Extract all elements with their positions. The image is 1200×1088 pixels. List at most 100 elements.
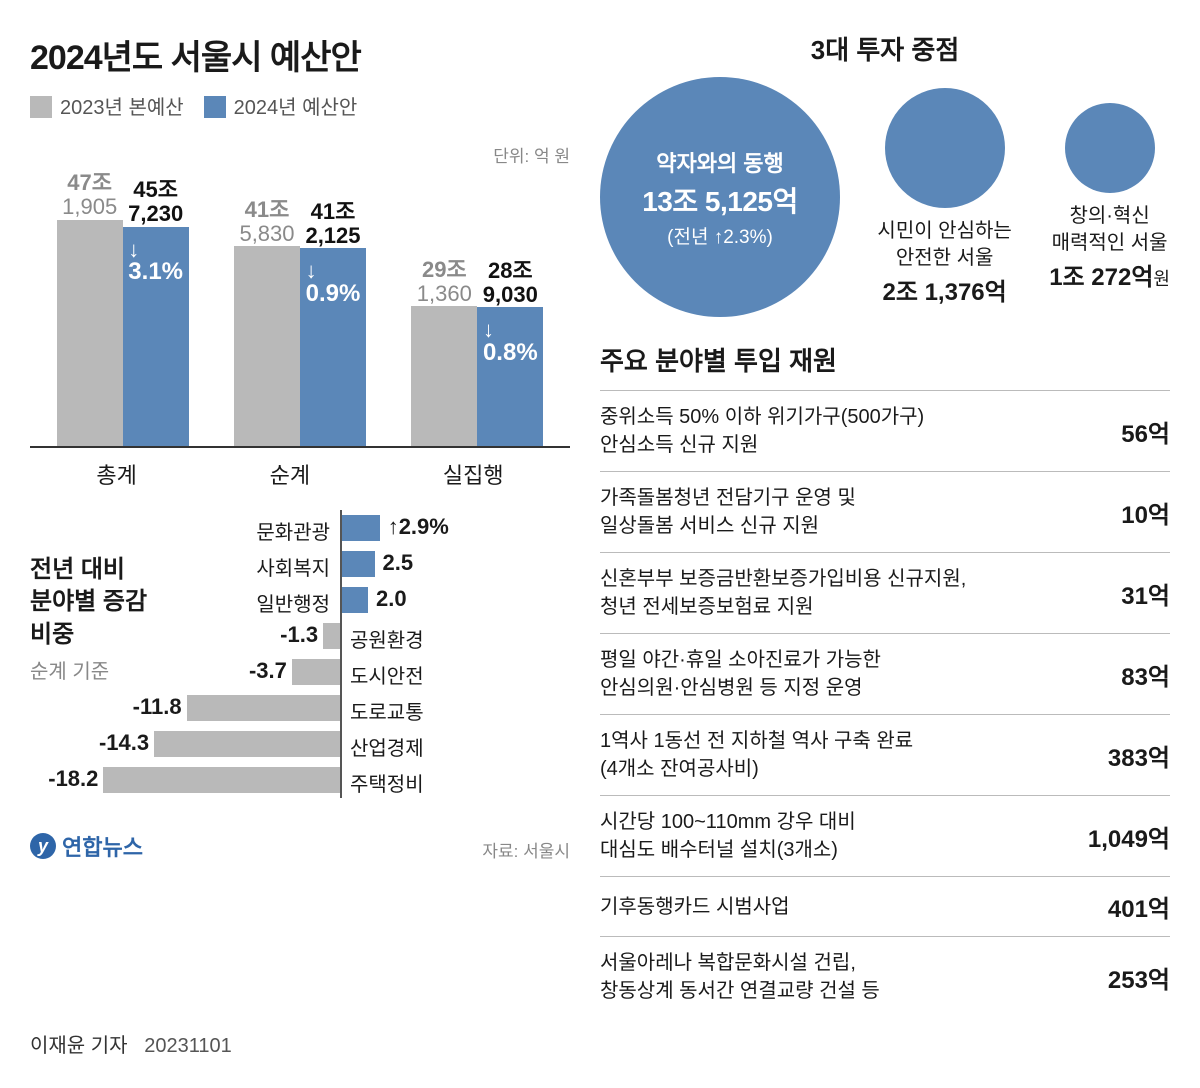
funding-value: 383억 xyxy=(1100,738,1170,773)
diverge-bar xyxy=(292,659,340,685)
funding-row: 신혼부부 보증금반환보증가입비용 신규지원,청년 전세보증보험료 지원 31억 xyxy=(600,552,1170,633)
legend-item-2023: 2023년 본예산 xyxy=(30,91,184,120)
legend-swatch-gray xyxy=(30,96,52,118)
funding-row: 기후동행카드 시범사업 401억 xyxy=(600,876,1170,936)
diverge-label: 도시안전 xyxy=(350,660,424,689)
diverge-row: 문화관광 ↑2.9% xyxy=(190,510,570,546)
byline-date: 20231101 xyxy=(144,1035,232,1057)
circle-amount: 2조 1,376억 xyxy=(882,272,1006,307)
bar-category-label: 순계 xyxy=(270,458,310,490)
diverge-value: -18.2 xyxy=(43,766,98,792)
diverge-label: 문화관광 xyxy=(240,516,330,545)
diverge-row: 공원환경-1.3 xyxy=(190,618,570,654)
circle-item: 시민이 안심하는안전한 서울2조 1,376억 xyxy=(877,88,1011,307)
circle-amount: 1조 272억원 xyxy=(1049,257,1170,292)
budget-bar-chart: 47조1,90545조7,230↓3.1%41조5,83041조2,125↓0.… xyxy=(30,128,570,448)
diverge-label: 공원환경 xyxy=(350,624,424,653)
funding-value: 83억 xyxy=(1113,657,1170,692)
funding-desc: 가족돌봄청년 전담기구 운영 및일상돌봄 서비스 신규 지원 xyxy=(600,484,856,540)
diverge-label: 일반행정 xyxy=(240,588,330,617)
section2-title-line2: 분야별 증감 비중 xyxy=(30,588,147,647)
byline: 이재윤 기자 20231101 xyxy=(30,1029,1170,1058)
funding-value: 56억 xyxy=(1113,414,1170,449)
legend-label-2024: 2024년 예산안 xyxy=(234,97,358,119)
funding-title: 주요 분야별 투입 재원 xyxy=(600,341,1170,378)
diverge-label: 사회복지 xyxy=(240,552,330,581)
funding-row: 서울아레나 복합문화시설 건립,창동상계 동서간 연결교량 건설 등 253억 xyxy=(600,936,1170,1017)
funding-desc: 중위소득 50% 이하 위기가구(500가구)안심소득 신규 지원 xyxy=(600,403,924,459)
yonhap-logo-text: 연합뉴스 xyxy=(62,830,143,862)
yonhap-logo-icon: y xyxy=(30,833,56,859)
bar-group: 29조1,36028조9,030↓0.8% xyxy=(397,306,557,446)
diverge-value: 2.5 xyxy=(383,550,414,576)
diverge-bar xyxy=(323,623,340,649)
circle-caption: 시민이 안심하는안전한 서울 xyxy=(877,218,1011,272)
bar-2023: 29조1,360 xyxy=(411,306,477,446)
funding-desc: 서울아레나 복합문화시설 건립,창동상계 동서간 연결교량 건설 등 xyxy=(600,949,880,1005)
diverge-value: -11.8 xyxy=(127,694,182,720)
funding-value: 253억 xyxy=(1100,960,1170,995)
bar-category-label: 실집행 xyxy=(443,458,504,490)
diverge-label: 주택정비 xyxy=(350,768,424,797)
diverge-bar xyxy=(103,767,340,793)
diverge-row: 일반행정 2.0 xyxy=(190,582,570,618)
diverge-row: 도시안전 -3.7 xyxy=(190,654,570,690)
diverging-bar-chart: 문화관광↑2.9%사회복지2.5일반행정2.0공원환경-1.3도시안전-3.7도… xyxy=(190,510,570,798)
funding-row: 평일 야간·휴일 소아진료가 가능한안심의원·안심병원 등 지정 운영 83억 xyxy=(600,633,1170,714)
section2-title: 전년 대비 분야별 증감 비중 xyxy=(30,554,170,651)
bar-group: 47조1,90545조7,230↓3.1% xyxy=(43,220,203,447)
funding-value: 31억 xyxy=(1113,576,1170,611)
diverge-bar xyxy=(154,731,340,757)
funding-row: 1역사 1동선 전 지하철 역사 구축 완료(4개소 잔여공사비) 383억 xyxy=(600,714,1170,795)
diverge-bar xyxy=(187,695,340,721)
diverge-label: 산업경제 xyxy=(350,732,424,761)
funding-desc: 평일 야간·휴일 소아진료가 가능한안심의원·안심병원 등 지정 운영 xyxy=(600,646,881,702)
circles-title: 3대 투자 중점 xyxy=(600,30,1170,67)
bar-2024: 45조7,230↓3.1% xyxy=(123,227,189,446)
legend-swatch-blue xyxy=(204,96,226,118)
funding-desc: 1역사 1동선 전 지하철 역사 구축 완료(4개소 잔여공사비) xyxy=(600,727,913,783)
funding-row: 가족돌봄청년 전담기구 운영 및일상돌봄 서비스 신규 지원 10억 xyxy=(600,471,1170,552)
legend-label-2023: 2023년 본예산 xyxy=(60,97,184,119)
diverge-bar xyxy=(342,551,375,577)
legend-item-2024: 2024년 예산안 xyxy=(204,91,358,120)
bar-2024: 28조9,030↓0.8% xyxy=(477,307,543,446)
footer: y 연합뉴스 자료: 서울시 xyxy=(30,814,570,862)
byline-author: 이재윤 기자 xyxy=(30,1035,128,1057)
circle-bubble xyxy=(885,88,1005,208)
funding-desc: 신혼부부 보증금반환보증가입비용 신규지원,청년 전세보증보험료 지원 xyxy=(600,565,966,621)
diverge-row: 산업경제-14.3 xyxy=(190,726,570,762)
source-label: 자료: 서울시 xyxy=(482,837,570,862)
bar-x-labels: 총계 순계 실집행 xyxy=(30,458,570,490)
bar-2024: 41조2,125↓0.9% xyxy=(300,248,366,446)
circle-bubble xyxy=(1065,103,1155,193)
diverge-label: 도로교통 xyxy=(350,696,424,725)
diverge-value: -14.3 xyxy=(94,730,149,756)
diverge-value: -3.7 xyxy=(232,658,287,684)
diverge-bar xyxy=(342,587,368,613)
funding-value: 401억 xyxy=(1100,889,1170,924)
diverge-value: 2.0 xyxy=(376,586,407,612)
circle-caption: 창의·혁신매력적인 서울 xyxy=(1052,203,1168,257)
diverge-row: 사회복지 2.5 xyxy=(190,546,570,582)
section2-title-line1: 전년 대비 xyxy=(30,556,125,583)
left-column: 2024년도 서울시 예산안 2023년 본예산 2024년 예산안 단위: 억… xyxy=(30,30,570,1017)
bar-category-label: 총계 xyxy=(96,458,136,490)
circle-item: 약자와의 동행13조 5,125억(전년 ↑2.3%) xyxy=(600,77,840,317)
bar-group: 41조5,83041조2,125↓0.9% xyxy=(220,246,380,446)
funding-table: 중위소득 50% 이하 위기가구(500가구)안심소득 신규 지원 56억가족돌봄… xyxy=(600,390,1170,1017)
funding-value: 10억 xyxy=(1113,495,1170,530)
diverge-row: 도로교통-11.8 xyxy=(190,690,570,726)
diverge-value: ↑2.9% xyxy=(388,514,449,540)
circle-bubble: 약자와의 동행13조 5,125억(전년 ↑2.3%) xyxy=(600,77,840,317)
right-column: 3대 투자 중점 약자와의 동행13조 5,125억(전년 ↑2.3%) 시민이 … xyxy=(600,30,1170,1017)
funding-desc: 기후동행카드 시범사업 xyxy=(600,893,790,921)
yonhap-logo: y 연합뉴스 xyxy=(30,830,143,862)
main-title: 2024년도 서울시 예산안 xyxy=(30,30,570,79)
circle-item: 창의·혁신매력적인 서울1조 272억원 xyxy=(1049,103,1170,292)
funding-row: 시간당 100~110mm 강우 대비대심도 배수터널 설치(3개소)1,049… xyxy=(600,795,1170,876)
diverge-bar xyxy=(342,515,380,541)
funding-desc: 시간당 100~110mm 강우 대비대심도 배수터널 설치(3개소) xyxy=(600,808,856,864)
investment-circles: 약자와의 동행13조 5,125억(전년 ↑2.3%) 시민이 안심하는안전한 서… xyxy=(600,77,1170,317)
bar-2023: 47조1,905 xyxy=(57,220,123,447)
